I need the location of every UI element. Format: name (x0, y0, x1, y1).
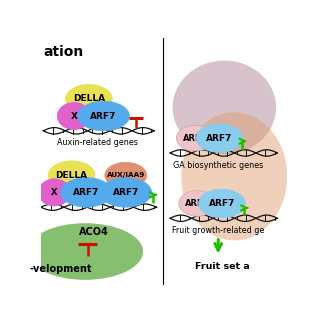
Text: ARFx: ARFx (183, 134, 207, 143)
Text: ARF7: ARF7 (91, 111, 117, 121)
Ellipse shape (78, 101, 130, 131)
Text: X: X (71, 111, 77, 121)
Text: Fruit growth-related ge: Fruit growth-related ge (172, 227, 264, 236)
Ellipse shape (48, 161, 95, 189)
Text: ACO4: ACO4 (79, 227, 109, 237)
Text: AUX/IAA9: AUX/IAA9 (107, 172, 145, 178)
Text: ARF7: ARF7 (206, 134, 233, 143)
Text: X: X (51, 188, 58, 197)
Ellipse shape (176, 125, 213, 151)
Ellipse shape (27, 223, 143, 280)
Ellipse shape (172, 60, 276, 154)
Text: Auxin-related genes: Auxin-related genes (57, 138, 138, 147)
Ellipse shape (57, 102, 91, 130)
Ellipse shape (60, 178, 112, 207)
Text: ARF7: ARF7 (113, 188, 139, 197)
Ellipse shape (65, 84, 112, 113)
Text: ARFx: ARFx (185, 199, 209, 208)
Ellipse shape (198, 189, 245, 218)
Ellipse shape (105, 162, 147, 188)
Text: GA biosynthetic genes: GA biosynthetic genes (173, 161, 263, 170)
Ellipse shape (181, 112, 287, 240)
Text: DELLA: DELLA (56, 171, 88, 180)
Text: Fruit set a: Fruit set a (195, 262, 249, 271)
Ellipse shape (100, 178, 152, 207)
Ellipse shape (179, 191, 216, 216)
Text: -velopment: -velopment (29, 264, 92, 274)
Text: DELLA: DELLA (73, 94, 105, 103)
Ellipse shape (38, 179, 70, 206)
Text: ARF7: ARF7 (73, 188, 100, 197)
Text: ARF7: ARF7 (209, 199, 235, 208)
Text: ation: ation (43, 44, 84, 59)
Ellipse shape (196, 124, 243, 153)
